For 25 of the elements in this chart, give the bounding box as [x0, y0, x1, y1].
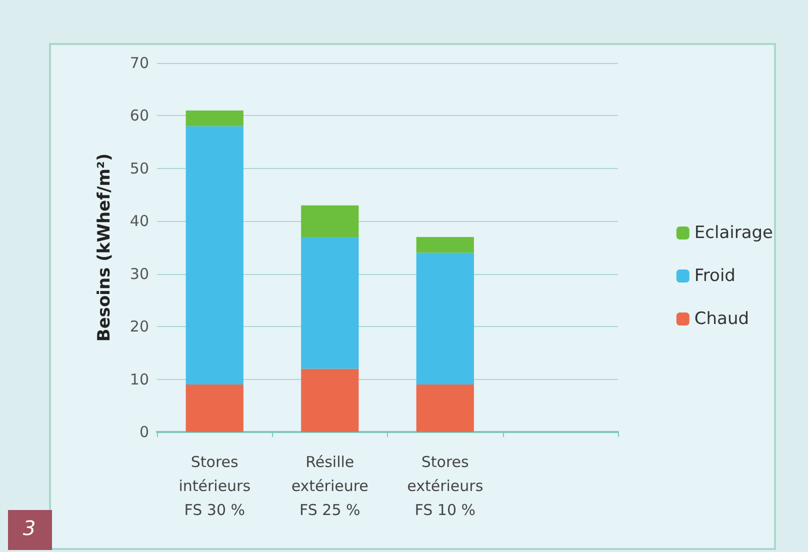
text: 3 [23, 516, 36, 540]
x-tick-label: Stores intérieurs FS 30 % [178, 453, 251, 519]
bar [416, 252, 474, 385]
legend-label: Froid [694, 266, 736, 286]
legend-label: Chaud [694, 309, 750, 329]
bar [301, 368, 359, 432]
y-axis-title: Besoins (kWhef/m²) [94, 153, 114, 342]
y-tick-label: 70 [130, 54, 149, 72]
x-tick-label: Résille extérieure FS 25 % [291, 453, 368, 519]
x-tick-label: Stores extérieurs FS 10 % [407, 453, 484, 519]
bar [186, 110, 244, 126]
y-tick-label: 0 [139, 423, 149, 441]
bar [416, 384, 474, 432]
bar [301, 205, 359, 237]
bar [186, 126, 244, 385]
y-tick-label: 40 [130, 212, 149, 230]
y-tick-label: 10 [130, 370, 149, 388]
bar [301, 236, 359, 369]
bar [186, 384, 244, 432]
legend-label: Eclairage [694, 223, 773, 243]
bar [416, 236, 474, 253]
y-tick-label: 30 [130, 264, 149, 283]
y-tick-label: 60 [130, 106, 149, 125]
y-tick-label: 50 [130, 159, 149, 178]
y-tick-label: 20 [130, 318, 149, 336]
